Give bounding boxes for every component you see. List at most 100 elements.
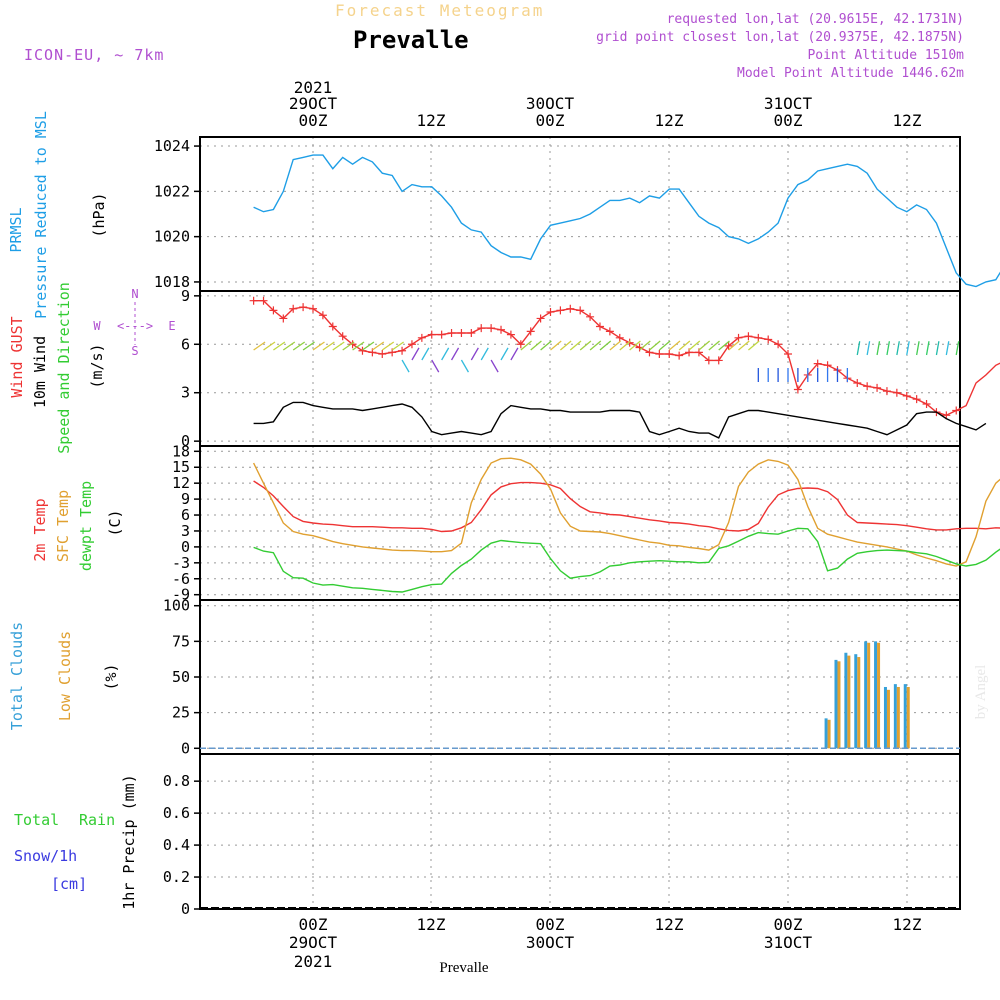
cloud-bar-total: [874, 641, 878, 749]
gust-marker: [823, 361, 832, 370]
gust-marker: [437, 330, 446, 339]
series-line-pressure-reduced-to-msl: [253, 154, 1000, 288]
cloud-bar-low: [896, 686, 900, 749]
gust-marker: [675, 351, 684, 360]
top-hour-label-5: 00Z: [774, 111, 803, 130]
gust-marker: [586, 312, 595, 321]
bottom-hour-label-2: 12Z: [417, 915, 446, 934]
wind-arrow: [856, 341, 861, 356]
wind-arrow: [658, 340, 671, 351]
bottom-hour-label-1: 00Z: [299, 915, 328, 934]
gust-marker: [497, 325, 506, 334]
requested-coords: requested lon,lat (20.9615E, 42.1731N): [667, 12, 964, 27]
cloud-bar-low: [857, 657, 861, 749]
gust-marker: [892, 388, 901, 397]
wind10m-label: 10m Wind: [31, 336, 49, 408]
wind-arrow: [649, 340, 661, 351]
wind-arrow: [559, 340, 572, 351]
y-tick-label: -6: [172, 570, 190, 588]
wind-arrow: [688, 340, 701, 351]
panel-5: 0 0.2 0.4 0.6 0.8: [163, 753, 961, 918]
gust-marker: [595, 322, 604, 331]
wind-arrow: [540, 340, 552, 351]
wind-arrow: [490, 359, 499, 373]
top-hour-label-1: 00Z: [299, 111, 328, 130]
series-line-wind-gust: [253, 300, 1000, 417]
compass-rose: N S W E <--->: [93, 287, 175, 358]
gust-marker: [754, 333, 763, 342]
wind-arrow: [886, 341, 891, 356]
gust-marker: [952, 406, 961, 415]
wind-arrow: [896, 341, 900, 356]
wind-arrow: [312, 341, 325, 351]
gust-marker: [299, 303, 308, 312]
wind-arrow: [569, 340, 582, 351]
wind-arrow: [460, 359, 470, 373]
wind-arrow: [401, 359, 410, 373]
gust-marker: [793, 385, 802, 394]
wind-arrow: [639, 340, 651, 351]
wind-arrow: [579, 340, 592, 351]
wind-arrow: [619, 340, 631, 351]
wind-unit-label: (m/s): [88, 343, 106, 388]
panel-2: 0 3 6 9: [181, 287, 1000, 450]
wind-arrow: [876, 341, 881, 356]
gust-marker: [605, 327, 614, 336]
cloud-bar-total: [893, 684, 897, 749]
y-tick-label: 0: [181, 538, 190, 556]
panel-frame: [199, 753, 961, 910]
top-hour-label-4: 12Z: [655, 111, 684, 130]
gust-marker: [774, 340, 783, 349]
total-clouds-label: Total Clouds: [8, 622, 26, 730]
gust-marker: [912, 395, 921, 404]
gust-marker: [546, 307, 555, 316]
wind-arrow: [916, 341, 920, 356]
y-tick-label: 12: [172, 474, 190, 492]
series-line-sfc-temp: [252, 457, 1000, 567]
gust-marker: [625, 338, 634, 347]
wind-arrow: [431, 359, 440, 373]
compass-south: S: [131, 344, 138, 358]
top-year-label: 2021: [294, 78, 333, 97]
y-tick-label: 0.6: [163, 804, 190, 822]
y-tick-label: 0: [181, 739, 190, 757]
gust-marker: [467, 328, 476, 337]
gust-marker: [378, 349, 387, 358]
y-tick-label: 1018: [154, 273, 190, 291]
gust-marker: [309, 304, 317, 313]
bottom-hour-label-3: 00Z: [536, 915, 565, 934]
cloud-bar-total: [844, 652, 848, 749]
y-tick-label: 1020: [154, 228, 190, 246]
compass-north: N: [131, 287, 138, 301]
gust-marker: [338, 332, 347, 341]
wind-arrow: [678, 340, 691, 351]
sfctemp-label: SFC Temp: [54, 490, 72, 562]
wind-arrow: [322, 341, 335, 351]
wind-arrow: [391, 341, 405, 351]
precip-rain-label: Rain: [79, 811, 115, 829]
wind-arrow: [718, 340, 730, 351]
cloud-bar-total: [824, 718, 828, 749]
gust-marker: [506, 330, 515, 339]
gust-marker: [863, 382, 872, 391]
precip-axis-label: 1hr Precip (mm): [120, 774, 138, 909]
temp2m-label: 2m Temp: [31, 498, 49, 561]
bottom-day-label-3: 31OCT: [764, 933, 813, 952]
wind-arrow: [955, 341, 960, 356]
wind-arrow: [441, 347, 450, 361]
cloud-bar-total: [834, 659, 838, 749]
gust-marker: [813, 359, 822, 368]
wind-arrow: [599, 340, 612, 351]
gust-marker: [615, 333, 624, 342]
compass-west: W: [93, 319, 101, 333]
gust-marker: [526, 327, 535, 336]
gust-marker: [665, 349, 674, 358]
gust-marker: [417, 333, 426, 342]
gust-marker: [289, 304, 298, 313]
cloud-bar-total: [864, 641, 868, 749]
gust-marker: [447, 328, 456, 337]
gust-label: Wind GUST: [8, 316, 26, 397]
y-tick-label: 6: [181, 506, 190, 524]
panel-1: 1018 1020 1022 1024: [154, 136, 1000, 292]
wind-arrow: [728, 340, 740, 351]
